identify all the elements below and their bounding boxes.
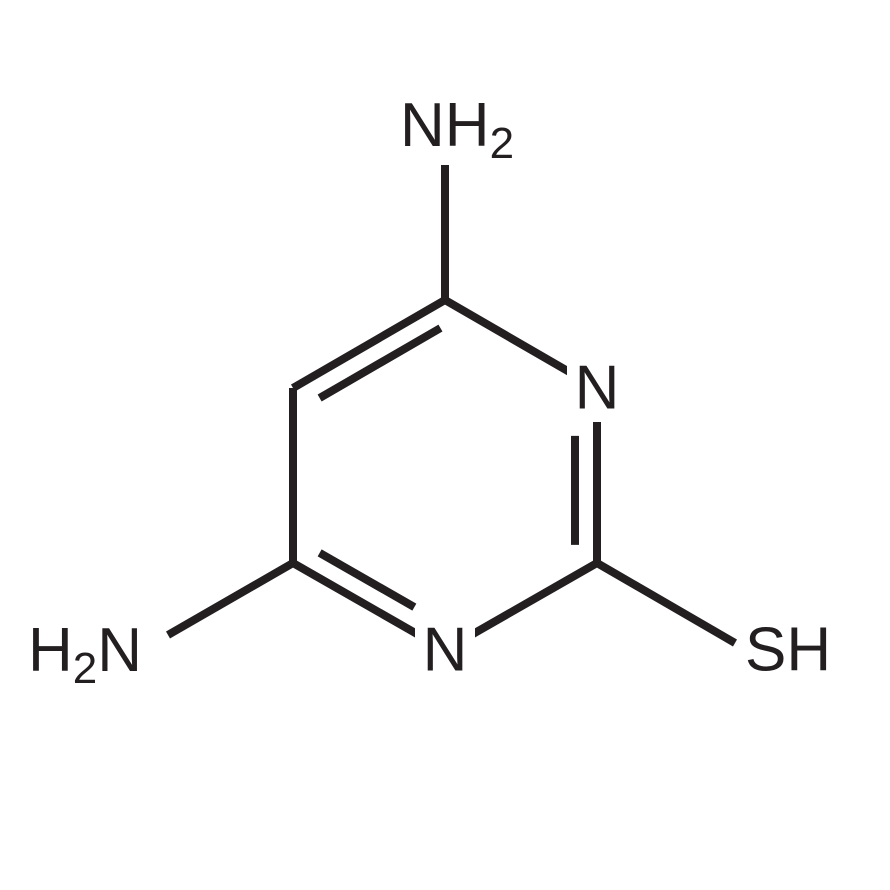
atom-label-n3: N	[575, 354, 620, 423]
atom-label-nh2-top: NH2	[400, 91, 514, 168]
atom-label-n1: N	[423, 616, 468, 685]
atom-label-h2n-left: H2N	[28, 616, 142, 693]
chemical-structure-svg: N N SH NH2 H2N	[0, 0, 890, 890]
atom-label-sh: SH	[745, 616, 831, 685]
